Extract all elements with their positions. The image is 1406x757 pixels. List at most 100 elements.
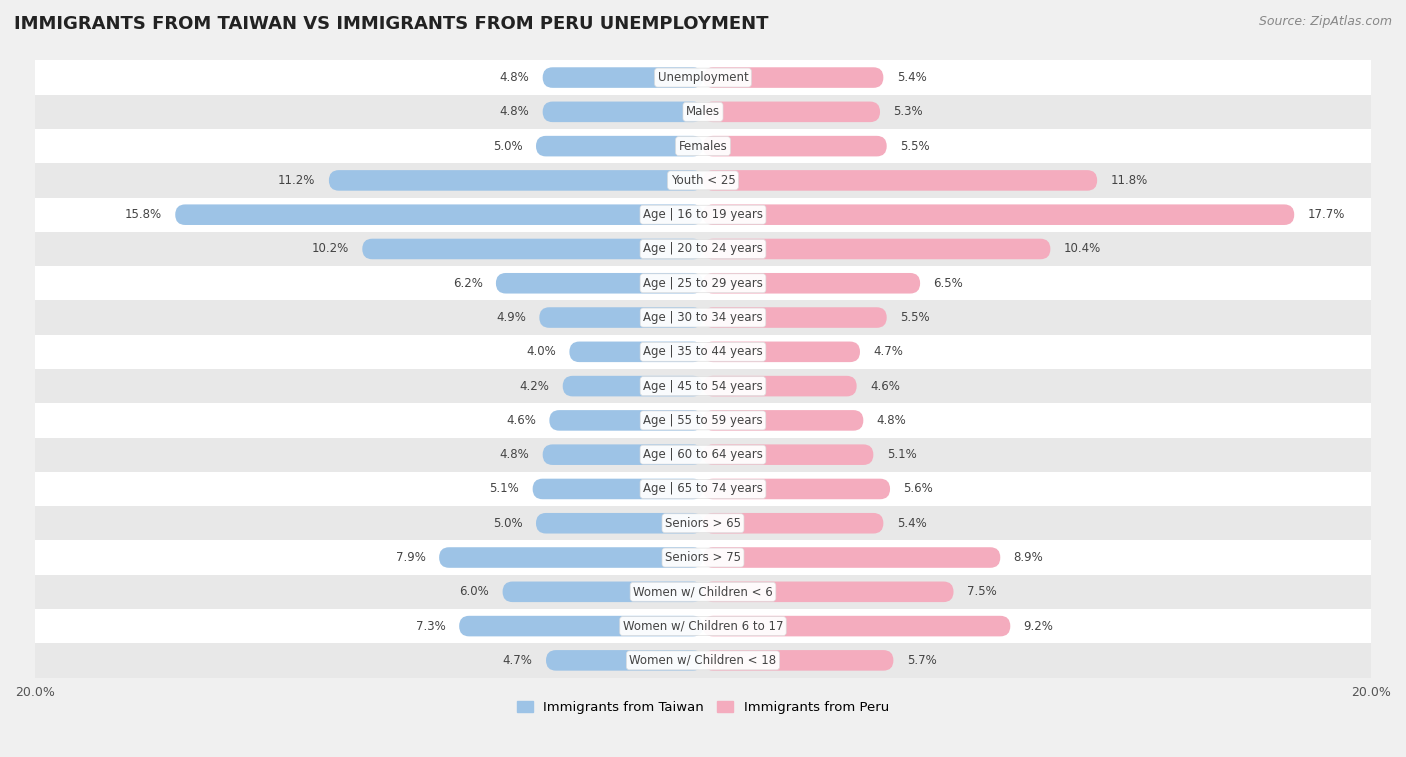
Bar <box>35 266 1371 301</box>
Bar <box>35 609 1371 643</box>
Text: 4.7%: 4.7% <box>503 654 533 667</box>
Text: 7.3%: 7.3% <box>416 619 446 633</box>
FancyBboxPatch shape <box>562 375 703 397</box>
FancyBboxPatch shape <box>543 101 703 122</box>
Text: 6.0%: 6.0% <box>460 585 489 598</box>
Text: Source: ZipAtlas.com: Source: ZipAtlas.com <box>1258 15 1392 28</box>
FancyBboxPatch shape <box>703 478 890 500</box>
FancyBboxPatch shape <box>536 513 703 534</box>
Bar <box>35 335 1371 369</box>
FancyBboxPatch shape <box>703 273 920 294</box>
Text: 4.8%: 4.8% <box>499 448 529 461</box>
Text: 8.9%: 8.9% <box>1014 551 1043 564</box>
Text: 7.9%: 7.9% <box>396 551 426 564</box>
Text: Women w/ Children < 6: Women w/ Children < 6 <box>633 585 773 598</box>
Text: Age | 60 to 64 years: Age | 60 to 64 years <box>643 448 763 461</box>
Bar <box>35 301 1371 335</box>
Text: 4.7%: 4.7% <box>873 345 903 358</box>
Text: Age | 45 to 54 years: Age | 45 to 54 years <box>643 379 763 393</box>
FancyBboxPatch shape <box>460 615 703 637</box>
Bar <box>35 643 1371 678</box>
Bar <box>35 232 1371 266</box>
Text: Age | 20 to 24 years: Age | 20 to 24 years <box>643 242 763 255</box>
FancyBboxPatch shape <box>439 547 703 568</box>
FancyBboxPatch shape <box>496 273 703 294</box>
Text: 5.3%: 5.3% <box>893 105 922 118</box>
Legend: Immigrants from Taiwan, Immigrants from Peru: Immigrants from Taiwan, Immigrants from … <box>517 701 889 714</box>
FancyBboxPatch shape <box>176 204 703 225</box>
FancyBboxPatch shape <box>569 341 703 362</box>
Text: 5.1%: 5.1% <box>489 482 519 496</box>
Text: 11.8%: 11.8% <box>1111 174 1147 187</box>
Text: 5.1%: 5.1% <box>887 448 917 461</box>
Text: 17.7%: 17.7% <box>1308 208 1346 221</box>
Text: Age | 55 to 59 years: Age | 55 to 59 years <box>643 414 763 427</box>
Bar <box>35 403 1371 438</box>
Text: Women w/ Children 6 to 17: Women w/ Children 6 to 17 <box>623 619 783 633</box>
FancyBboxPatch shape <box>703 341 860 362</box>
FancyBboxPatch shape <box>703 581 953 602</box>
Text: Age | 16 to 19 years: Age | 16 to 19 years <box>643 208 763 221</box>
FancyBboxPatch shape <box>703 67 883 88</box>
Text: 5.4%: 5.4% <box>897 71 927 84</box>
FancyBboxPatch shape <box>363 238 703 259</box>
Bar <box>35 129 1371 164</box>
Bar <box>35 540 1371 575</box>
Bar <box>35 164 1371 198</box>
Text: Youth < 25: Youth < 25 <box>671 174 735 187</box>
Text: 7.5%: 7.5% <box>967 585 997 598</box>
Text: 15.8%: 15.8% <box>125 208 162 221</box>
FancyBboxPatch shape <box>543 67 703 88</box>
Text: 4.2%: 4.2% <box>519 379 550 393</box>
FancyBboxPatch shape <box>536 136 703 157</box>
FancyBboxPatch shape <box>546 650 703 671</box>
Text: Age | 65 to 74 years: Age | 65 to 74 years <box>643 482 763 496</box>
Text: 4.8%: 4.8% <box>499 71 529 84</box>
Text: 4.6%: 4.6% <box>870 379 900 393</box>
Text: Women w/ Children < 18: Women w/ Children < 18 <box>630 654 776 667</box>
Bar <box>35 472 1371 506</box>
FancyBboxPatch shape <box>329 170 703 191</box>
Text: 11.2%: 11.2% <box>278 174 315 187</box>
FancyBboxPatch shape <box>703 410 863 431</box>
Text: IMMIGRANTS FROM TAIWAN VS IMMIGRANTS FROM PERU UNEMPLOYMENT: IMMIGRANTS FROM TAIWAN VS IMMIGRANTS FRO… <box>14 15 769 33</box>
Text: 10.2%: 10.2% <box>312 242 349 255</box>
FancyBboxPatch shape <box>703 444 873 465</box>
Text: 5.4%: 5.4% <box>897 517 927 530</box>
Text: 5.6%: 5.6% <box>904 482 934 496</box>
FancyBboxPatch shape <box>703 513 883 534</box>
Text: 4.9%: 4.9% <box>496 311 526 324</box>
Text: 5.0%: 5.0% <box>494 517 523 530</box>
Text: Females: Females <box>679 139 727 153</box>
Text: 6.5%: 6.5% <box>934 277 963 290</box>
Text: Seniors > 65: Seniors > 65 <box>665 517 741 530</box>
Bar <box>35 95 1371 129</box>
FancyBboxPatch shape <box>703 615 1011 637</box>
FancyBboxPatch shape <box>533 478 703 500</box>
Text: Age | 25 to 29 years: Age | 25 to 29 years <box>643 277 763 290</box>
Bar <box>35 506 1371 540</box>
FancyBboxPatch shape <box>703 238 1050 259</box>
FancyBboxPatch shape <box>550 410 703 431</box>
Bar <box>35 575 1371 609</box>
Bar <box>35 369 1371 403</box>
Text: 9.2%: 9.2% <box>1024 619 1053 633</box>
FancyBboxPatch shape <box>703 547 1000 568</box>
Text: Seniors > 75: Seniors > 75 <box>665 551 741 564</box>
Text: Males: Males <box>686 105 720 118</box>
Text: Age | 35 to 44 years: Age | 35 to 44 years <box>643 345 763 358</box>
Text: 5.0%: 5.0% <box>494 139 523 153</box>
Text: 5.5%: 5.5% <box>900 139 929 153</box>
Text: 10.4%: 10.4% <box>1064 242 1101 255</box>
FancyBboxPatch shape <box>703 204 1295 225</box>
Bar <box>35 61 1371 95</box>
FancyBboxPatch shape <box>540 307 703 328</box>
FancyBboxPatch shape <box>502 581 703 602</box>
Text: 5.5%: 5.5% <box>900 311 929 324</box>
Text: 4.0%: 4.0% <box>526 345 555 358</box>
Bar <box>35 438 1371 472</box>
FancyBboxPatch shape <box>543 444 703 465</box>
Text: Age | 30 to 34 years: Age | 30 to 34 years <box>643 311 763 324</box>
FancyBboxPatch shape <box>703 375 856 397</box>
FancyBboxPatch shape <box>703 136 887 157</box>
